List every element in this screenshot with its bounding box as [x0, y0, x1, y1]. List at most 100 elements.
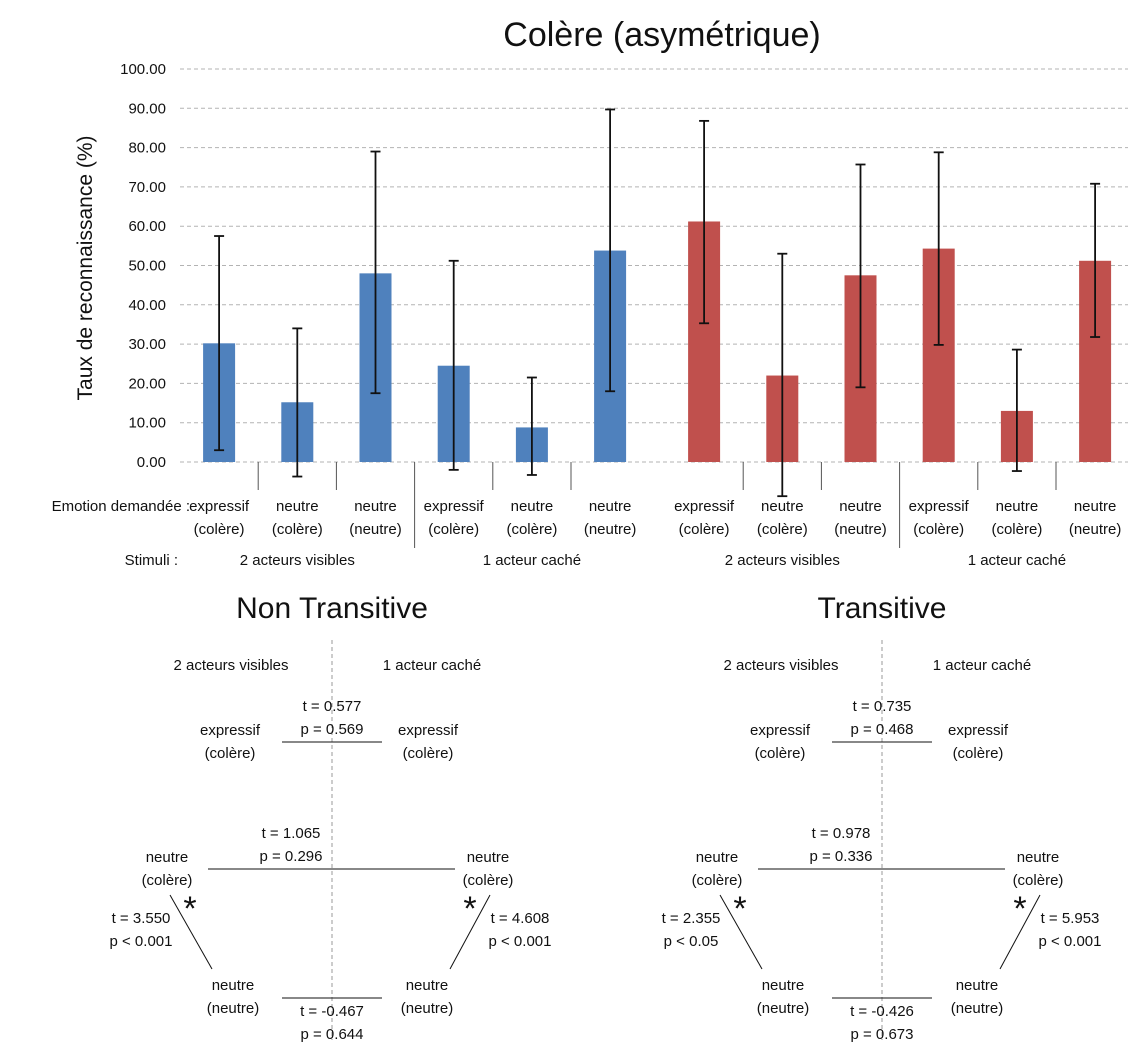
category-label: neutre [354, 498, 397, 515]
stat-p: p < 0.001 [489, 933, 552, 950]
y-tick-label: 70.00 [128, 179, 166, 196]
group-label: 1 acteur caché [483, 552, 581, 569]
significance-marker: * [183, 890, 196, 928]
node-label: neutre [467, 849, 510, 866]
stat-t: t = 3.550 [112, 910, 171, 927]
node-label: neutre [696, 849, 739, 866]
category-label: neutre [589, 498, 632, 515]
stat-t: t = 5.953 [1041, 910, 1100, 927]
y-tick-label: 10.00 [128, 415, 166, 432]
stat-p: p = 0.468 [851, 721, 914, 738]
stat-p: p = 0.336 [810, 848, 873, 865]
stat-p: p < 0.05 [664, 933, 719, 950]
stat-t: t = 2.355 [662, 910, 721, 927]
category-label: (colère) [194, 521, 245, 538]
category-label: (neutre) [349, 521, 402, 538]
group-label: 2 acteurs visibles [725, 552, 840, 569]
stat-t: t = 4.608 [491, 910, 550, 927]
stat-p: p = 0.644 [301, 1026, 364, 1043]
node-label: (neutre) [401, 1000, 454, 1017]
category-label: (neutre) [584, 521, 637, 538]
stat-t: t = 0.978 [812, 825, 871, 842]
category-label: (neutre) [834, 521, 887, 538]
category-label: (colère) [679, 521, 730, 538]
y-tick-label: 100.00 [120, 61, 166, 78]
category-label: expressif [909, 498, 970, 515]
category-label: (colère) [757, 521, 808, 538]
stat-t: t = -0.426 [850, 1003, 914, 1020]
stat-t: t = 0.735 [853, 698, 912, 715]
node-label: expressif [948, 722, 1009, 739]
category-label: expressif [674, 498, 735, 515]
y-axis-label: Taux de reconnaissance (%) [74, 136, 97, 401]
node-label: (neutre) [207, 1000, 260, 1017]
category-label: (colère) [913, 521, 964, 538]
significance-marker: * [1013, 890, 1026, 928]
comparison-title: Non Transitive [236, 592, 428, 625]
stat-p: p = 0.673 [851, 1026, 914, 1043]
diagonal-line [449, 894, 491, 970]
node-label: (colère) [463, 872, 514, 889]
chart-title: Colère (asymétrique) [503, 16, 820, 54]
node-label: neutre [146, 849, 189, 866]
x-axis-labels: expressif (colère) neutre (colère) neutre (ne… [189, 462, 1121, 569]
y-gridlines [180, 68, 1128, 463]
category-label: neutre [839, 498, 882, 515]
stat-p: p < 0.001 [1039, 933, 1102, 950]
node-label: (colère) [755, 745, 806, 762]
y-tick-label: 0.00 [137, 454, 166, 471]
stat-p: p = 0.569 [301, 721, 364, 738]
node-label: neutre [762, 977, 805, 994]
category-label: (colère) [272, 521, 323, 538]
emotion-row-label: Emotion demandée : [52, 498, 190, 515]
node-label: neutre [212, 977, 255, 994]
stat-p: p < 0.001 [110, 933, 173, 950]
node-label: (colère) [403, 745, 454, 762]
category-label: expressif [424, 498, 485, 515]
stat-t: t = -0.467 [300, 1003, 364, 1020]
node-label: (neutre) [951, 1000, 1004, 1017]
node-label: (colère) [692, 872, 743, 889]
y-tick-label: 90.00 [128, 100, 166, 117]
column-header: 1 acteur caché [383, 657, 481, 674]
category-label: neutre [996, 498, 1039, 515]
group-label: 1 acteur caché [968, 552, 1066, 569]
category-label: (neutre) [1069, 521, 1122, 538]
category-label: (colère) [991, 521, 1042, 538]
category-label: neutre [761, 498, 804, 515]
stimuli-row-label: Stimuli : [125, 552, 178, 569]
significance-marker: * [463, 890, 476, 928]
node-label: expressif [750, 722, 811, 739]
node-label: neutre [406, 977, 449, 994]
diagonal-line [999, 894, 1041, 970]
column-header: 2 acteurs visibles [723, 657, 838, 674]
comparison-diagrams: Non Transitive 2 acteurs visibles 1 acteur… [110, 592, 1102, 1043]
node-label: (colère) [205, 745, 256, 762]
y-tick-label: 20.00 [128, 375, 166, 392]
category-label: (colère) [506, 521, 557, 538]
node-label: expressif [398, 722, 459, 739]
stat-t: t = 1.065 [262, 825, 321, 842]
category-label: neutre [276, 498, 319, 515]
column-header: 2 acteurs visibles [173, 657, 288, 674]
diagonal-line [169, 894, 213, 970]
node-label: (neutre) [757, 1000, 810, 1017]
y-tick-label: 60.00 [128, 218, 166, 235]
y-tick-labels: 0.00 10.00 20.00 30.00 40.00 50.00 60.00 70.00 8… [120, 61, 166, 471]
group-label: 2 acteurs visibles [240, 552, 355, 569]
node-label: neutre [956, 977, 999, 994]
diagonal-line [719, 894, 763, 970]
node-label: expressif [200, 722, 261, 739]
node-label: (colère) [953, 745, 1004, 762]
category-label: expressif [189, 498, 250, 515]
category-label: neutre [511, 498, 554, 515]
bars [203, 108, 1112, 498]
category-label: neutre [1074, 498, 1117, 515]
y-tick-label: 50.00 [128, 258, 166, 275]
category-label: (colère) [428, 521, 479, 538]
node-label: (colère) [142, 872, 193, 889]
significance-marker: * [733, 890, 746, 928]
comparison-title: Transitive [818, 592, 947, 625]
stat-t: t = 0.577 [303, 698, 362, 715]
